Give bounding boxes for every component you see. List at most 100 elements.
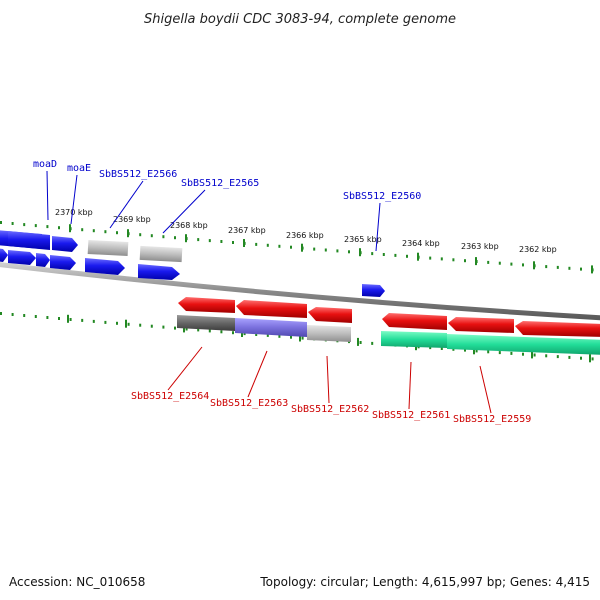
gene-arrow[interactable]	[236, 300, 307, 318]
minor-tick	[81, 228, 84, 232]
minor-tick	[464, 259, 466, 263]
major-tick	[475, 257, 477, 266]
tick-label: 2367 kbp	[228, 226, 266, 235]
tick-label: 2370 kbp	[55, 208, 93, 217]
minor-tick	[220, 240, 223, 243]
gene-arrow[interactable]	[382, 313, 447, 330]
minor-tick	[290, 245, 292, 249]
minor-tick	[23, 223, 26, 227]
minor-tick	[278, 334, 281, 338]
gene-arrow[interactable]	[138, 264, 180, 280]
gene-label-sbbs512-e2561[interactable]: SbBS512_E2561	[372, 410, 450, 421]
minor-tick	[11, 222, 14, 225]
minor-tick	[382, 253, 385, 256]
minor-tick	[220, 330, 223, 334]
gene-block[interactable]	[177, 315, 235, 331]
minor-tick	[23, 314, 26, 317]
tick-labels: 2370 kbp 2369 kbp 2368 kbp 2367 kbp 2366…	[55, 208, 557, 254]
minor-tick	[510, 262, 513, 266]
gene-arrow[interactable]	[515, 321, 600, 337]
gene-arrow[interactable]	[52, 236, 78, 252]
minor-tick	[197, 328, 200, 332]
minor-tick	[127, 322, 130, 326]
minor-tick	[348, 250, 350, 254]
minor-tick	[313, 247, 316, 251]
gene-block[interactable]	[307, 325, 351, 342]
tick-label: 2364 kbp	[402, 239, 440, 248]
gene-arrow[interactable]	[36, 253, 50, 267]
gene-block[interactable]	[381, 331, 447, 348]
gene-label-sbbs512-e2565[interactable]: SbBS512_E2565	[181, 178, 259, 189]
lower-tick-ring	[0, 312, 594, 363]
minor-tick	[174, 236, 176, 240]
gene-block[interactable]	[87, 239, 129, 257]
major-tick	[473, 346, 475, 355]
minor-tick	[545, 265, 548, 269]
gene-block[interactable]	[139, 245, 183, 263]
minor-tick	[266, 333, 269, 337]
minor-tick	[92, 319, 95, 323]
gene-arrow[interactable]	[362, 284, 385, 297]
major-tick	[69, 224, 71, 233]
major-tick	[591, 265, 593, 274]
minor-tick	[104, 320, 107, 324]
major-tick	[183, 324, 185, 333]
minor-tick	[568, 355, 571, 359]
gene-arrow[interactable]	[50, 255, 76, 270]
bottom-gene-leaders	[167, 346, 492, 414]
major-tick	[125, 319, 127, 328]
minor-tick	[232, 241, 234, 244]
gene-label-sbbs512-e2566[interactable]: SbBS512_E2566	[99, 169, 177, 180]
minor-tick	[510, 351, 513, 355]
gene-label-sbbs512-e2563[interactable]: SbBS512_E2563	[210, 398, 288, 409]
gene-block[interactable]	[235, 318, 307, 337]
gene-label-sbbs512-e2562[interactable]: SbBS512_E2562	[291, 404, 369, 415]
accession-text: Accession: NC_010658	[9, 575, 145, 589]
minor-tick	[58, 226, 60, 230]
minor-tick	[208, 329, 211, 333]
minor-tick	[81, 318, 84, 322]
major-tick	[299, 333, 301, 342]
minor-tick	[452, 258, 455, 262]
gene-label-moae[interactable]: moaE	[67, 163, 91, 174]
minor-tick	[498, 261, 501, 265]
minor-tick	[359, 341, 362, 344]
minor-tick	[545, 354, 548, 358]
minor-tick	[92, 229, 95, 233]
gene-label-sbbs512-e2559[interactable]: SbBS512_E2559	[453, 414, 531, 425]
minor-tick	[429, 256, 432, 260]
minor-tick	[208, 239, 211, 243]
minor-tick	[568, 266, 571, 270]
top-gene-leaders	[46, 170, 381, 252]
minor-tick	[69, 318, 72, 321]
gene-arrow[interactable]	[0, 248, 8, 262]
gene-label-moad[interactable]: moaD	[33, 159, 57, 170]
gene-arrow[interactable]	[178, 297, 235, 313]
gene-label-sbbs512-e2564[interactable]: SbBS512_E2564	[131, 391, 209, 402]
minor-tick	[591, 357, 594, 361]
gene-label-sbbs512-e2560[interactable]: SbBS512_E2560	[343, 191, 421, 202]
gene-arrow[interactable]	[448, 317, 514, 333]
minor-tick	[487, 350, 490, 354]
minor-tick	[139, 323, 142, 327]
gene-arrow[interactable]	[8, 231, 50, 250]
minor-tick	[255, 242, 258, 246]
genome-title: Shigella boydii CDC 3083-94, complete ge…	[144, 12, 456, 27]
minor-tick	[464, 348, 466, 352]
gene-arrow[interactable]	[8, 250, 36, 265]
minor-tick	[150, 234, 153, 238]
tick-label: 2369 kbp	[113, 215, 151, 224]
minor-tick	[116, 321, 118, 325]
minor-tick	[197, 238, 200, 242]
major-tick	[533, 261, 535, 270]
minor-tick	[174, 326, 176, 330]
minor-tick	[290, 335, 292, 339]
gene-block[interactable]	[447, 334, 600, 355]
minor-tick	[255, 333, 258, 336]
gene-arrow[interactable]	[85, 258, 125, 275]
gene-arrow[interactable]	[308, 307, 352, 323]
minor-tick	[429, 346, 432, 350]
minor-tick	[301, 336, 304, 340]
minor-tick	[406, 254, 408, 258]
